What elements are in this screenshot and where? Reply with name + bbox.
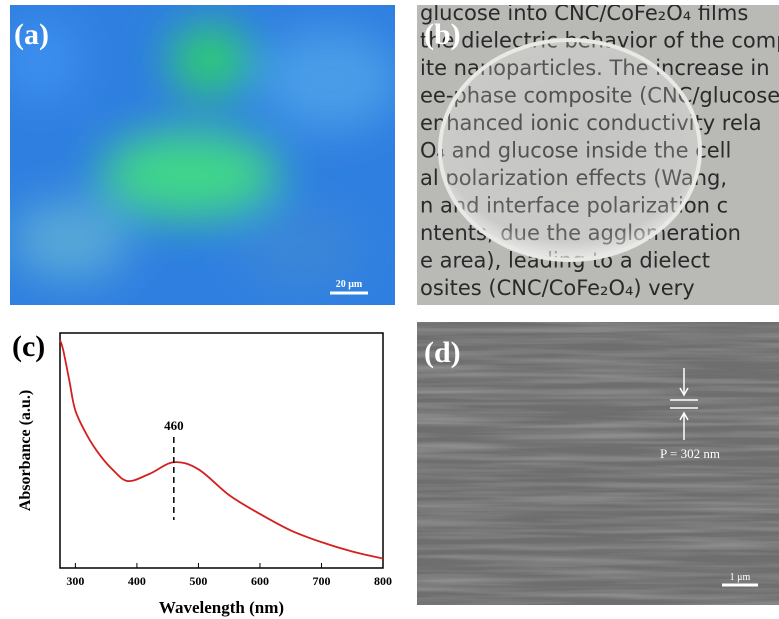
- photo-text: osites (CNC/CoFe₂O₄) very: [420, 276, 695, 300]
- panel-label: (d): [424, 336, 461, 369]
- panel-label: (b): [424, 18, 461, 51]
- photo-text: glucose into CNC/CoFe₂O₄ films: [420, 1, 748, 25]
- absorbance-line: [60, 340, 383, 559]
- plot-frame: [60, 333, 383, 568]
- peak-label: 460: [164, 418, 184, 433]
- period-label: P = 302 nm: [660, 446, 720, 461]
- x-tick-label: 600: [251, 574, 269, 588]
- y-axis-label: Absorbance (a.u.): [17, 390, 34, 511]
- panel-d-image: [417, 322, 779, 605]
- x-tick-label: 500: [189, 574, 207, 588]
- panel-a-image: [0, 5, 400, 305]
- figure: (a) 20 μm glucose into CNC/CoFe₂O₄ films…: [0, 0, 779, 619]
- x-axis-label: Wavelength (nm): [159, 598, 284, 617]
- x-tick-label: 300: [66, 574, 84, 588]
- x-tick-label: 700: [312, 574, 330, 588]
- x-tick-label: 800: [374, 574, 392, 588]
- panel-label: (c): [12, 330, 45, 363]
- scale-label: 1 μm: [730, 572, 751, 583]
- chart: 300 400 500 600 700 800 Wavelength (nm) Absorba…: [17, 333, 392, 617]
- panel-label: (a): [14, 18, 49, 51]
- scale-label: 20 μm: [336, 279, 363, 290]
- x-tick-label: 400: [128, 574, 146, 588]
